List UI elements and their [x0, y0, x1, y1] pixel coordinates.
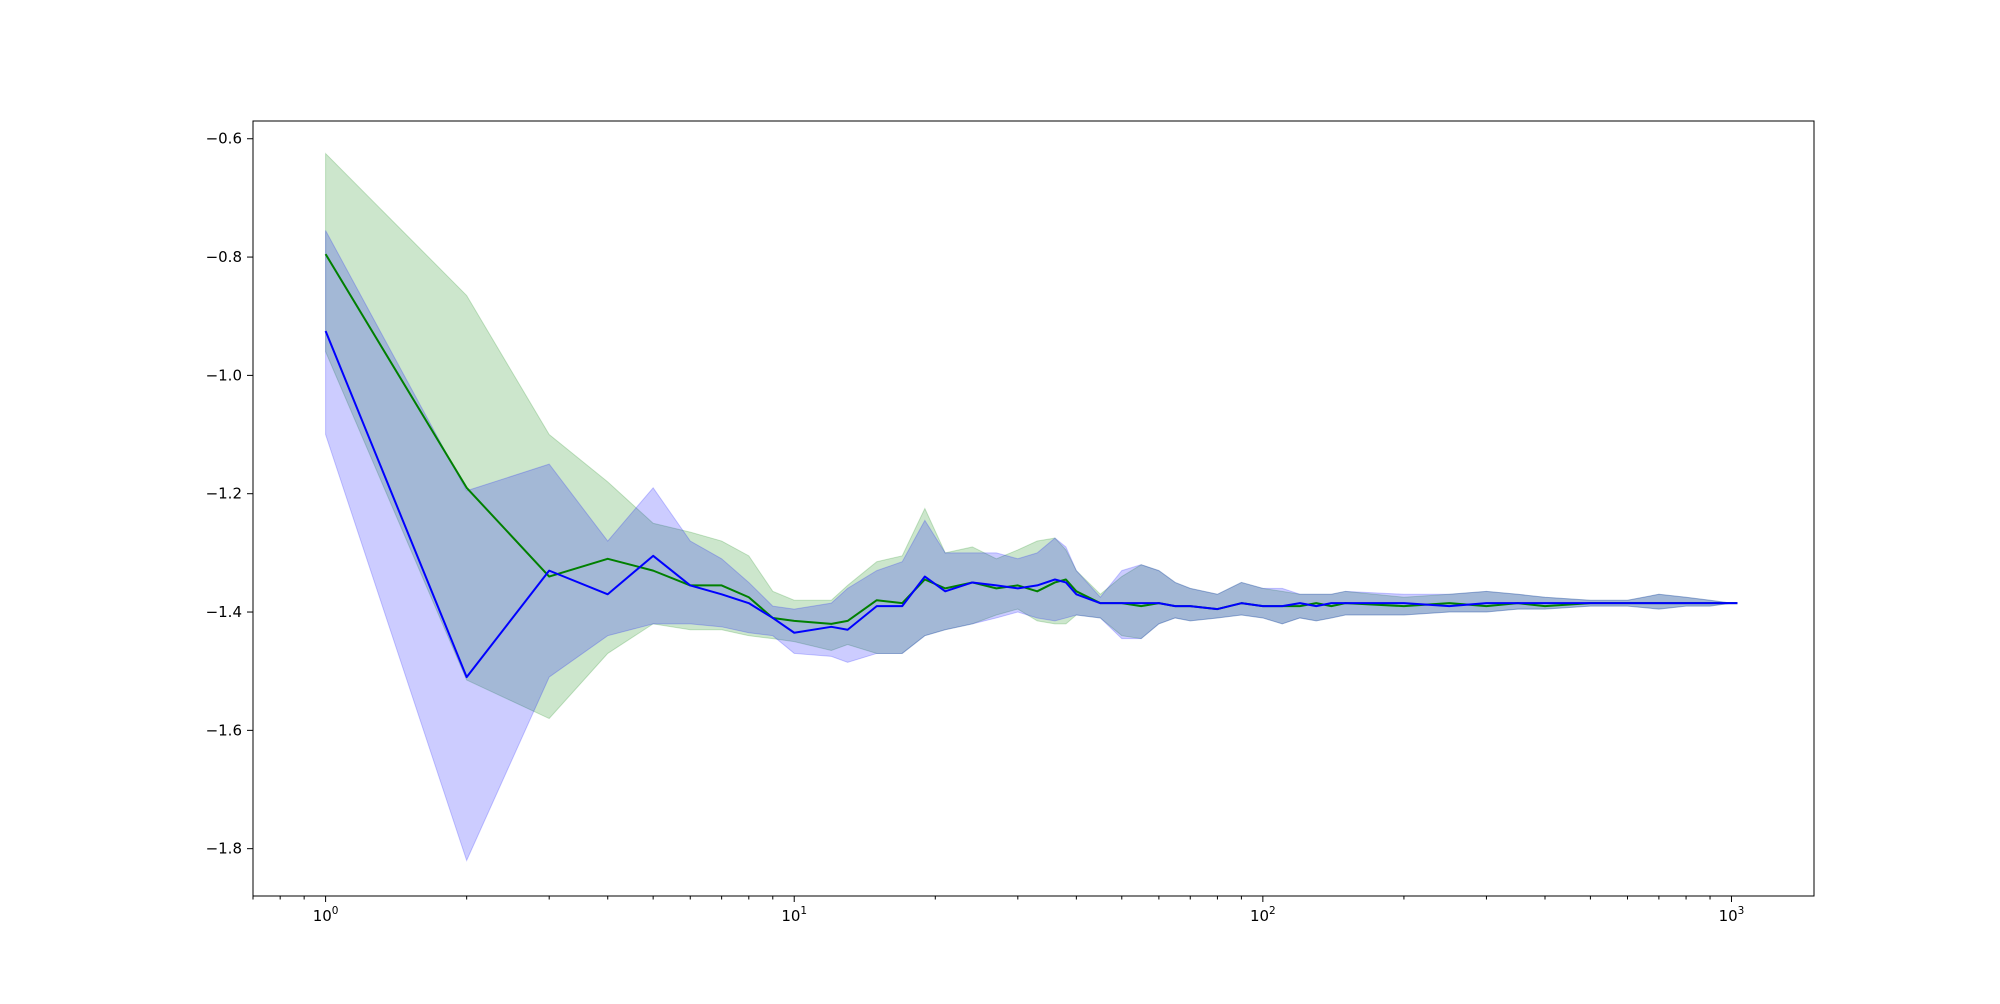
x-tick-label: 103	[1719, 905, 1745, 925]
y-tick-label: −1.8	[206, 840, 242, 858]
x-tick-label: 102	[1250, 905, 1276, 925]
y-tick-label: −0.6	[206, 130, 242, 148]
x-tick-label: 100	[313, 905, 339, 925]
x-tick-label: 101	[781, 905, 807, 925]
plot-frame	[252, 120, 1815, 897]
y-tick-label: −1.6	[206, 721, 242, 739]
series-2-line	[324, 330, 1738, 679]
y-tick-label: −0.8	[206, 248, 242, 266]
y-tick-label: −1.2	[206, 485, 242, 503]
axes: −0.6 −0.8 −1.0 −1.2 −1.4 −1.6 −1.8 100 101 102 103	[206, 120, 1815, 925]
series-lines	[324, 253, 1738, 679]
y-tick-label: −1.4	[206, 603, 242, 621]
y-tick-label: −1.0	[206, 366, 242, 384]
